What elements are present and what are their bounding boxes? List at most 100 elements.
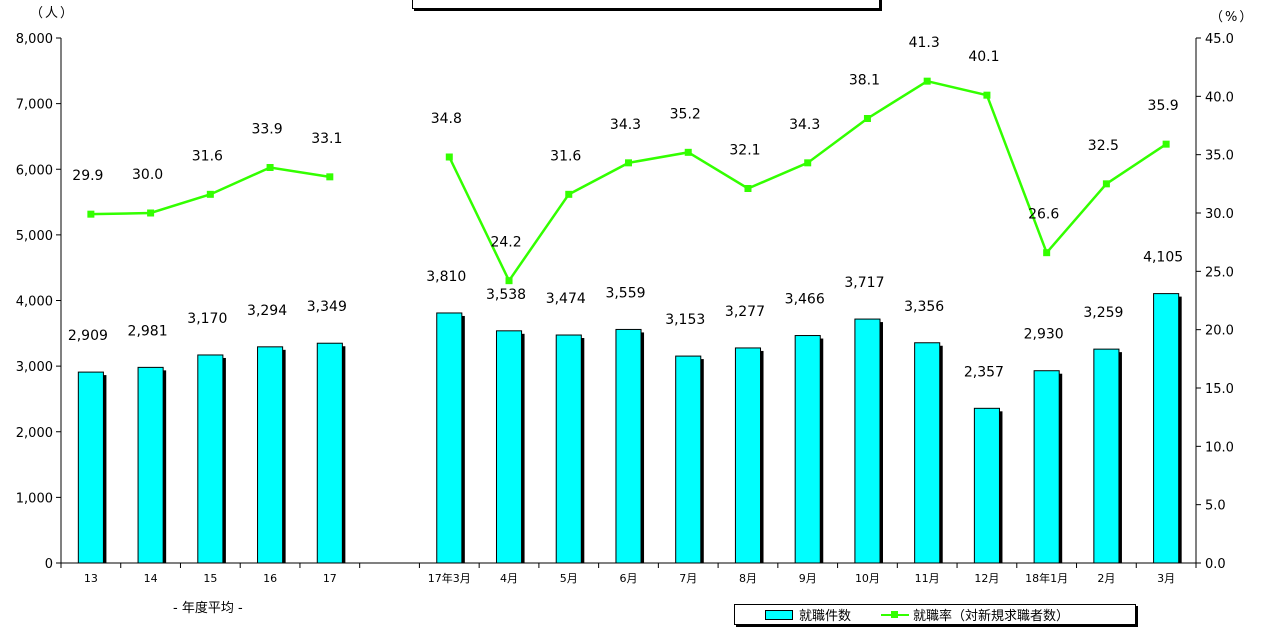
bar-data-label: 2,930 <box>1024 327 1064 343</box>
bar <box>197 354 224 564</box>
line-data-label: 40.1 <box>968 49 999 65</box>
y-right-tick-label: 25.0 <box>1205 265 1234 280</box>
line-point <box>684 148 692 156</box>
x-tick-label: 12月 <box>974 572 999 585</box>
bar <box>615 328 642 564</box>
x-tick-label: 4月 <box>500 572 518 585</box>
legend-bar-swatch <box>765 609 793 620</box>
bar-data-label: 2,981 <box>128 323 168 339</box>
bar-data-label: 3,538 <box>486 287 526 303</box>
line-point <box>983 91 991 99</box>
bar <box>1033 370 1060 564</box>
bar <box>973 407 1000 564</box>
bar <box>1093 348 1120 564</box>
line-data-label: 35.2 <box>670 106 701 122</box>
y-right-tick-label: 45.0 <box>1205 32 1234 47</box>
x-tick-label: 10月 <box>855 572 880 585</box>
x-tick-label: 14 <box>144 572 158 585</box>
x-tick-label: 7月 <box>679 572 697 585</box>
bar-data-label: 3,259 <box>1083 305 1123 321</box>
line-data-label: 34.3 <box>789 117 820 133</box>
x-tick-label: 13 <box>84 572 98 585</box>
bar-data-label: 4,105 <box>1143 250 1183 266</box>
line-data-label: 29.9 <box>72 168 103 184</box>
line-data-label: 33.1 <box>311 131 342 147</box>
bar-data-label: 3,810 <box>426 269 466 285</box>
bar-data-label: 3,474 <box>546 291 586 307</box>
line-point <box>1102 180 1110 188</box>
x-tick-label: 11月 <box>915 572 940 585</box>
bar <box>794 335 821 564</box>
y-left-tick-label: 6,000 <box>16 163 53 178</box>
line-data-label: 35.9 <box>1148 98 1179 114</box>
y-left-tick-label: 3,000 <box>16 360 53 375</box>
line-data-label: 38.1 <box>849 73 880 89</box>
line-point <box>565 190 573 198</box>
x-tick-label: 6月 <box>620 572 638 585</box>
y-right-tick-label: 0.0 <box>1205 557 1226 572</box>
line-data-label: 32.1 <box>729 143 760 159</box>
bar <box>257 346 284 564</box>
y-left-tick-label: 1,000 <box>16 491 53 506</box>
line-data-label: 32.5 <box>1088 138 1119 154</box>
bar <box>436 312 463 564</box>
bar-data-label: 3,559 <box>605 285 645 301</box>
x-tick-label: 15 <box>203 572 217 585</box>
y-left-tick-label: 4,000 <box>16 295 53 310</box>
line-point <box>804 159 812 167</box>
line-data-label: 31.6 <box>550 148 581 164</box>
legend-bar-label: 就職件数 <box>799 609 852 624</box>
line-data-label: 26.6 <box>1028 207 1059 223</box>
bar <box>675 355 702 564</box>
x-tick-label: 18年1月 <box>1025 571 1068 585</box>
legend-line-label: 就職率（対新規求職者数） <box>913 609 1070 624</box>
y-left-tick-label: 2,000 <box>16 426 53 441</box>
bar <box>316 342 343 564</box>
line-data-label: 41.3 <box>909 35 940 51</box>
legend: 就職件数 就職率（対新規求職者数） <box>734 604 1136 625</box>
y-right-tick-label: 10.0 <box>1205 440 1234 455</box>
bar-data-label: 3,153 <box>665 312 705 328</box>
bar-data-label: 3,349 <box>307 299 347 315</box>
bar <box>137 366 164 564</box>
line-point <box>863 115 871 122</box>
x-axis-subtitle: - 年度平均 - <box>173 601 243 616</box>
line-point <box>505 277 513 285</box>
line-point <box>147 209 155 217</box>
bar <box>495 330 523 564</box>
x-tick-label: 9月 <box>799 572 817 585</box>
bar <box>914 342 941 564</box>
line-point <box>266 164 274 171</box>
bar-data-label: 3,717 <box>844 275 884 291</box>
bar-data-label: 3,356 <box>904 299 944 315</box>
y-left-tick-label: 0 <box>45 557 53 572</box>
x-tick-label: 5月 <box>560 572 578 585</box>
y-right-tick-label: 15.0 <box>1205 382 1234 397</box>
line-point <box>1043 249 1051 257</box>
bar-data-label: 2,909 <box>68 328 108 344</box>
line-point <box>625 159 632 167</box>
line-point <box>87 210 95 218</box>
line-data-label: 34.8 <box>431 111 462 127</box>
bar <box>734 347 762 564</box>
line-point <box>744 185 752 192</box>
legend-line-swatch <box>881 610 910 618</box>
y-right-tick-label: 35.0 <box>1205 149 1234 164</box>
y-right-tick-label: 20.0 <box>1205 324 1234 339</box>
x-tick-label: 2月 <box>1097 572 1115 585</box>
line-point <box>923 77 931 85</box>
y-left-tick-label: 8,000 <box>16 32 53 47</box>
line-data-label: 34.3 <box>610 117 641 133</box>
y-left-tick-label: 7,000 <box>16 98 53 113</box>
line-data-label: 30.0 <box>132 167 163 183</box>
legend-item-line: 就職率（対新規求職者数） <box>881 605 1069 624</box>
y-right-tick-label: 40.0 <box>1205 90 1234 105</box>
bar <box>555 334 582 564</box>
bar <box>1153 293 1180 564</box>
line-point <box>206 190 214 198</box>
title-box <box>412 0 880 9</box>
x-tick-label: 16 <box>263 572 277 585</box>
line-series <box>448 79 1167 284</box>
bar-data-label: 3,277 <box>725 304 765 320</box>
